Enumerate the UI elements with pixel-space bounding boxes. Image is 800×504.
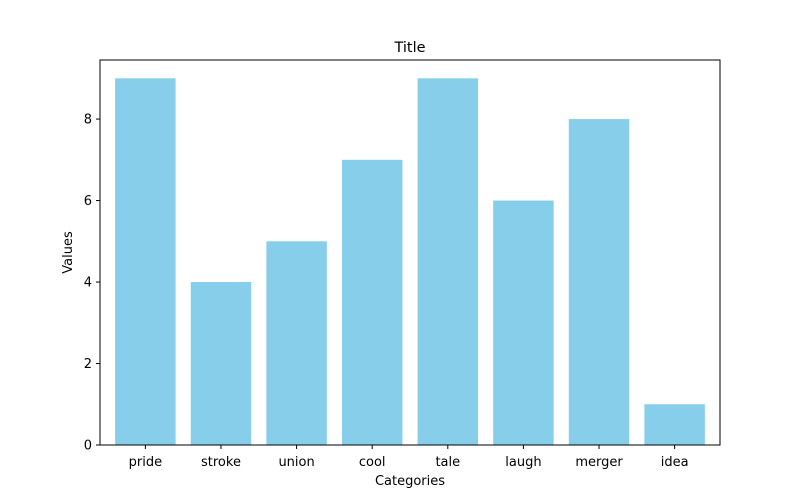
bar-tale [417, 78, 479, 445]
bar-stroke [190, 282, 252, 445]
x-tick-label: union [278, 455, 314, 470]
bars-group [115, 78, 705, 445]
y-tick-label: 8 [84, 113, 92, 128]
y-tick-label: 0 [84, 439, 92, 454]
y-tick-label: 6 [84, 194, 92, 209]
x-tick-label: tale [435, 455, 460, 470]
bar-merger [568, 119, 630, 445]
x-tick-label: merger [575, 455, 623, 470]
y-tick-label: 4 [84, 276, 92, 291]
y-axis-label: Values [61, 231, 76, 274]
x-tick-label: cool [359, 455, 386, 470]
bar-pride [115, 78, 176, 445]
y-axis-ticks: 0 2 4 6 8 [84, 113, 100, 454]
bar-laugh [493, 200, 554, 445]
x-tick-label: pride [129, 455, 162, 470]
x-axis-ticks: pride stroke union cool tale laugh merger idea [129, 445, 689, 470]
chart-title: Title [393, 40, 425, 56]
bar-idea [644, 404, 705, 445]
x-tick-label: laugh [505, 455, 541, 470]
plot-frame [99, 59, 721, 446]
x-tick-label: idea [661, 455, 689, 470]
x-tick-label: stroke [201, 455, 241, 470]
x-axis-label: Categories [375, 474, 445, 489]
bar-cool [341, 159, 403, 445]
bar-union [266, 241, 327, 445]
y-tick-label: 2 [84, 357, 92, 372]
